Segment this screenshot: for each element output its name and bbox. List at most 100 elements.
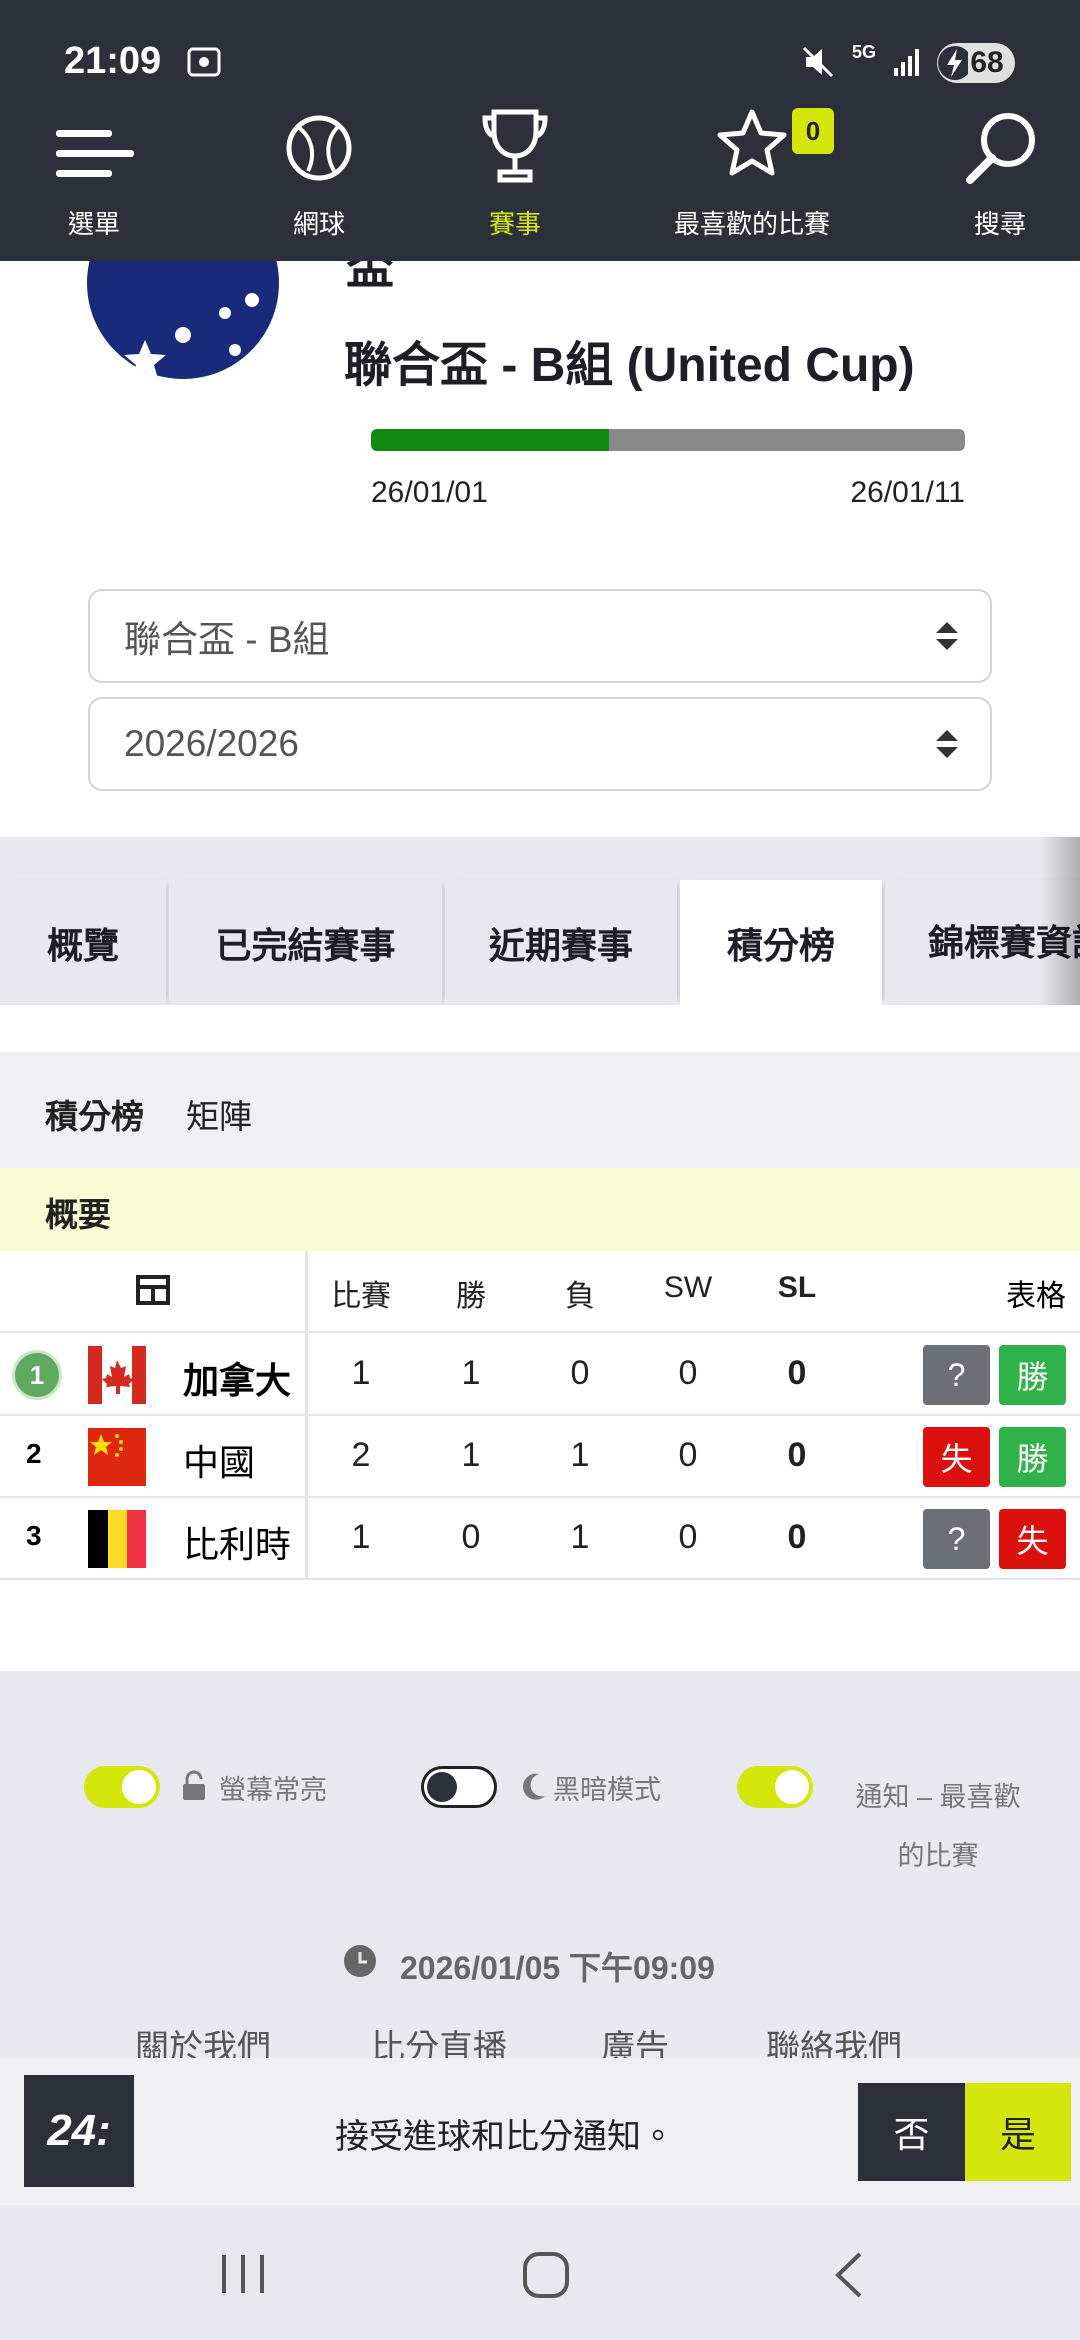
- form-result: ?: [923, 1345, 990, 1405]
- toggle-off[interactable]: [421, 1766, 497, 1808]
- table-row[interactable]: 1 加拿大 1 1 0 0 0 ? 勝: [0, 1334, 1080, 1416]
- accept-button[interactable]: 是: [965, 2083, 1071, 2181]
- sets-lost: 0: [787, 1436, 807, 1474]
- col-header: 勝: [456, 1280, 486, 1313]
- end-date: 26/01/11: [850, 476, 965, 509]
- sets-won: 0: [678, 1436, 698, 1474]
- header-row: 比賽 勝 負 SW SL 表格: [0, 1251, 1080, 1333]
- lost: 0: [570, 1354, 590, 1392]
- toggle-label: 黑暗模式: [553, 1775, 661, 1805]
- rank: 1: [12, 1350, 62, 1400]
- notification-banner: 24: 接受進球和比分通知。 否 是: [0, 2058, 1080, 2205]
- search-icon[interactable]: [964, 110, 1040, 186]
- form-result: 失: [999, 1509, 1066, 1569]
- col-header: 比賽: [331, 1280, 391, 1313]
- sets-won: 0: [678, 1354, 698, 1392]
- banner-text: 接受進球和比分通知。: [335, 2118, 675, 2156]
- table-row[interactable]: 3 比利時 1 0 1 0 0 ? 失: [0, 1498, 1080, 1580]
- won: 1: [461, 1354, 481, 1392]
- signal-icon: [894, 49, 919, 76]
- tab[interactable]: 概覽: [0, 880, 166, 1005]
- home-button[interactable]: [522, 2251, 570, 2299]
- app-logo: 24:: [24, 2075, 134, 2187]
- toggle-on[interactable]: [737, 1766, 813, 1808]
- toggle-label: 螢幕常亮: [219, 1775, 327, 1805]
- canada-flag: [88, 1346, 146, 1404]
- australia-flag: [87, 261, 279, 379]
- group-value: 聯合盃 - B組: [124, 619, 330, 660]
- section-header: 概要: [0, 1168, 1080, 1251]
- battery-level: 68: [970, 46, 1004, 79]
- won: 1: [461, 1436, 481, 1474]
- select-arrows: [936, 730, 958, 758]
- won: 0: [461, 1518, 481, 1556]
- select-arrows: [936, 622, 958, 650]
- toggle-label: 通知 – 最喜歡的比賽: [855, 1782, 1021, 1871]
- team-name: 中國: [183, 1442, 256, 1483]
- favorites-badge: 0: [792, 108, 834, 154]
- tab[interactable]: 已完結賽事: [169, 880, 442, 1005]
- tab-bar: 概覽 已完結賽事 近期賽事 積分榜 錦標賽資訊: [0, 837, 1080, 1005]
- start-date: 26/01/01: [371, 476, 488, 509]
- tab[interactable]: 近期賽事: [445, 880, 677, 1005]
- nav-search[interactable]: 搜尋: [973, 209, 1026, 239]
- season-value: 2026/2026: [124, 723, 299, 764]
- form-result: 勝: [999, 1345, 1066, 1405]
- played: 1: [351, 1518, 371, 1556]
- rank: 2: [26, 1438, 42, 1469]
- nav-menu[interactable]: 選單: [67, 209, 120, 239]
- moon-icon: [522, 1773, 545, 1800]
- played: 1: [351, 1354, 371, 1392]
- col-header: 負: [565, 1280, 595, 1313]
- col-header: 表格: [1006, 1280, 1066, 1313]
- clock-icon: [344, 1945, 376, 1977]
- sets-lost: 0: [787, 1518, 807, 1556]
- subtab-active[interactable]: 積分榜: [45, 1098, 144, 1135]
- screenshot-icon: [187, 47, 221, 77]
- menu-icon[interactable]: [54, 122, 136, 188]
- timestamp: 2026/01/05 下午09:09: [400, 1950, 715, 1986]
- table-icon: [136, 1275, 170, 1305]
- star-icon[interactable]: [716, 108, 788, 180]
- china-flag: [88, 1428, 146, 1486]
- tab[interactable]: 錦標賽資訊: [885, 880, 1080, 1005]
- nav-events[interactable]: 賽事: [488, 209, 541, 239]
- standings-table: 比賽 勝 負 SW SL 表格 1 加拿大 1 1 0 0 0 ? 勝 2 中國…: [0, 1251, 1080, 1580]
- mute-icon: [802, 46, 834, 78]
- belgium-flag: [88, 1510, 146, 1568]
- tennis-icon[interactable]: [284, 113, 354, 183]
- group-select[interactable]: 聯合盃 - B組: [88, 589, 992, 683]
- form-result: 勝: [999, 1427, 1066, 1487]
- back-button[interactable]: [832, 2251, 864, 2299]
- tournament-title: 聯合盃 - B組 (United Cup): [344, 339, 915, 392]
- nav-tennis[interactable]: 網球: [292, 209, 345, 239]
- progress-fill: [371, 429, 609, 451]
- lost: 1: [570, 1436, 590, 1474]
- col-header: SW: [663, 1271, 713, 1304]
- col-header: SL: [777, 1271, 817, 1304]
- nav-favorites[interactable]: 最喜歡的比賽: [673, 209, 830, 239]
- sets-lost: 0: [787, 1354, 807, 1392]
- title-top: 盃: [346, 261, 395, 294]
- form-result: ?: [923, 1509, 990, 1569]
- tournament-header: 盃 聯合盃 - B組 (United Cup) 26/01/01 26/01/1…: [0, 261, 1080, 837]
- tab-active[interactable]: 積分榜: [680, 880, 882, 1005]
- toggle-on[interactable]: [84, 1766, 160, 1808]
- trophy-icon[interactable]: [482, 108, 548, 186]
- progress-bar: [371, 429, 965, 451]
- table-row[interactable]: 2 中國 2 1 1 0 0 失 勝: [0, 1416, 1080, 1498]
- scroll-shadow: [1040, 837, 1080, 1005]
- recents-button[interactable]: [220, 2253, 266, 2295]
- decline-button[interactable]: 否: [858, 2083, 965, 2181]
- subtab-bar: 積分榜 矩陣: [0, 1052, 1080, 1168]
- played: 2: [351, 1436, 371, 1474]
- rank: 3: [26, 1520, 42, 1551]
- charging-icon: [938, 46, 968, 80]
- team-name: 比利時: [183, 1524, 292, 1565]
- season-select[interactable]: 2026/2026: [88, 697, 992, 791]
- subtab[interactable]: 矩陣: [186, 1098, 252, 1135]
- network-type: 5G: [852, 42, 877, 62]
- form-result: 失: [923, 1427, 990, 1487]
- team-name: 加拿大: [183, 1360, 292, 1401]
